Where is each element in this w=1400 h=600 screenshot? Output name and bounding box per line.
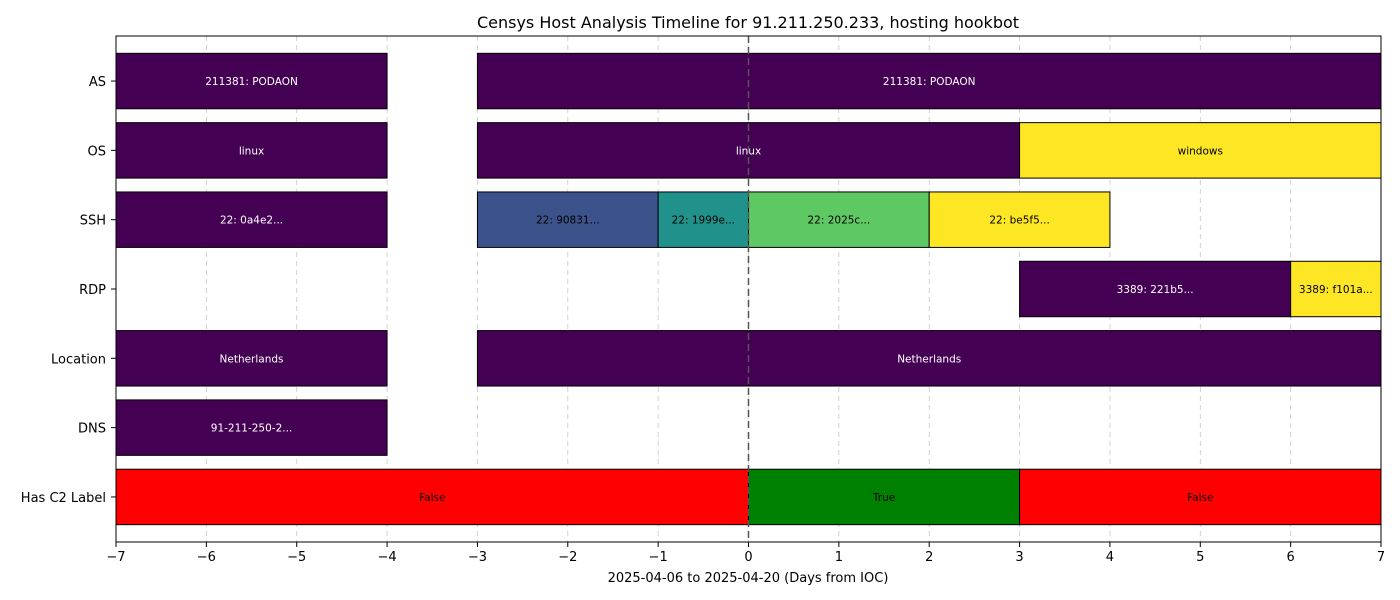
timeline-bar: [1019, 468, 1382, 526]
y-tick-label: AS: [89, 75, 106, 90]
y-tick-label: SSH: [80, 214, 106, 229]
x-tick-label: −2: [558, 550, 577, 565]
timeline-bar: [1290, 260, 1382, 318]
timeline-bar: [476, 52, 1382, 110]
timeline-bar: [928, 191, 1111, 248]
x-tick-label: 6: [1287, 550, 1295, 565]
bar-label: 22: 0a4e2...: [220, 215, 283, 227]
x-tick-label: 0: [744, 550, 752, 565]
bar-label: 91-211-250-2...: [211, 423, 293, 435]
bar-label: 3389: 221b5...: [1117, 284, 1194, 296]
bar-label: False: [419, 492, 445, 504]
bar-label: 22: be5f5...: [989, 215, 1049, 227]
bar-label: 22: 90831...: [536, 215, 600, 227]
timeline-bar: [748, 191, 930, 248]
bar-label: linux: [239, 145, 264, 157]
timeline-bar: [1019, 260, 1292, 318]
x-tick-label: −1: [649, 550, 668, 565]
x-tick-label: −6: [197, 550, 216, 565]
timeline-bar: [115, 330, 388, 387]
x-axis-label: 2025-04-06 to 2025-04-20 (Days from IOC): [608, 571, 889, 586]
timeline-bar: [657, 191, 750, 248]
bar-label: windows: [1178, 145, 1223, 157]
x-tick-label: 3: [1015, 550, 1023, 565]
x-tick-label: 7: [1377, 550, 1385, 565]
bar-label: True: [872, 492, 895, 504]
timeline-bar: [115, 122, 388, 179]
y-tick-label: DNS: [78, 422, 106, 437]
x-tick-label: 2: [925, 550, 933, 565]
x-tick-label: 4: [1106, 550, 1114, 565]
bar-label: False: [1187, 492, 1213, 504]
x-axis-ticks: −7 −6 −5 −4 −3 −2 −1 0 1 2 3 4 5 6 7: [106, 542, 1385, 565]
y-tick-label: RDP: [79, 283, 106, 298]
timeline-bar: [476, 330, 1382, 387]
bar-label: 22: 1999e...: [672, 215, 735, 227]
x-tick-label: 5: [1196, 550, 1204, 565]
y-tick-label: Location: [51, 352, 106, 367]
y-tick-label: OS: [88, 144, 106, 159]
x-tick-label: −5: [287, 550, 306, 565]
timeline-bar: [115, 191, 388, 248]
timeline-bar: [115, 399, 388, 456]
y-axis-ticks: AS OS SSH RDP Location DNS Has C2 Label: [21, 75, 116, 506]
x-tick-label: 1: [835, 550, 843, 565]
x-tick-label: −7: [106, 550, 125, 565]
timeline-bar: [115, 52, 388, 110]
x-tick-label: −3: [468, 550, 487, 565]
bar-label: 211381: PODAON: [883, 76, 976, 88]
timeline-bar: [1019, 122, 1382, 179]
bar-label: Netherlands: [897, 353, 961, 365]
bar-label: Netherlands: [220, 353, 284, 365]
y-tick-label: Has C2 Label: [21, 491, 106, 506]
x-tick-label: −4: [377, 550, 396, 565]
bar-label: 3389: f101a...: [1299, 284, 1373, 296]
chart-title: Censys Host Analysis Timeline for 91.211…: [477, 13, 1019, 32]
bar-label: 22: 2025c...: [807, 215, 870, 227]
bar-label: 211381: PODAON: [205, 76, 298, 88]
